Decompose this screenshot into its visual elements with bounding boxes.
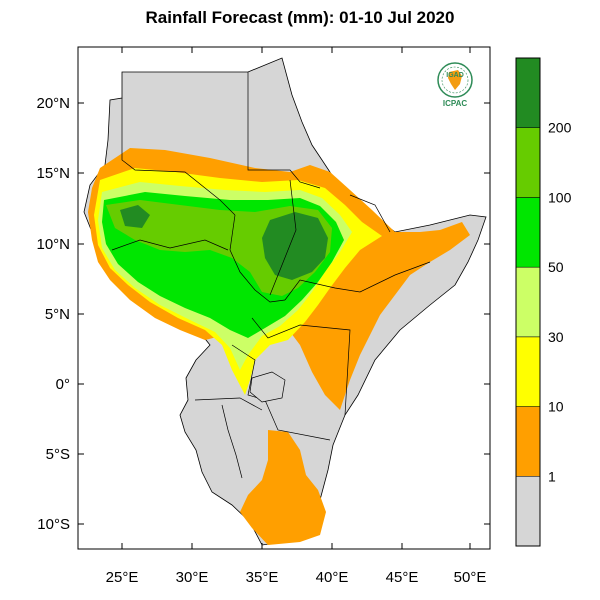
colorbar-label-1: 1 <box>548 468 556 484</box>
lat-label-0: 0° <box>56 376 70 393</box>
logo-text-icpac: ICPAC <box>443 99 468 108</box>
colorbar-swatch-3 <box>515 266 541 338</box>
rain-zone-200-plus-west <box>120 205 150 228</box>
lat-label-10s: 10°S <box>37 516 70 533</box>
lake-victoria <box>249 371 286 403</box>
map-title: Rainfall Forecast (mm): 01-10 Jul 2020 <box>145 8 455 27</box>
colorbar-label-200: 200 <box>548 120 572 136</box>
lon-labels: 25°E 30°E 35°E 40°E 45°E 50°E <box>106 569 487 586</box>
lon-label-30e: 30°E <box>176 569 209 586</box>
lat-labels: 20°N 15°N 10°N 5°N 0° 5°S 10°S <box>36 95 70 533</box>
colorbar-label-30: 30 <box>548 329 564 345</box>
icpac-logo: IGAD ICPAC <box>437 62 473 108</box>
lon-label-40e: 40°E <box>316 569 349 586</box>
country-borders <box>111 72 431 441</box>
colorbar-label-100: 100 <box>548 189 572 205</box>
lat-label-5n: 5°N <box>45 306 70 323</box>
lat-label-10n: 10°N <box>36 236 70 253</box>
lon-label-25e: 25°E <box>106 569 139 586</box>
colorbar-swatch-1 <box>515 406 541 477</box>
lake-tanganyika <box>221 404 243 479</box>
lon-label-35e: 35°E <box>246 569 279 586</box>
lat-label-20n: 20°N <box>36 95 70 112</box>
colorbar-swatch-5 <box>515 127 541 198</box>
colorbar-label-50: 50 <box>548 259 564 275</box>
logo-text-igad: IGAD <box>446 72 464 79</box>
africa-icon <box>448 70 462 90</box>
colorbar-swatch-6 <box>515 57 541 128</box>
colorbar-swatch-4 <box>515 197 541 268</box>
lon-label-45e: 45°E <box>386 569 419 586</box>
rain-zone-200-plus <box>262 212 328 280</box>
colorbar-frame <box>515 57 541 547</box>
colorbar-swatch-2 <box>515 336 541 407</box>
lon-label-50e: 50°E <box>454 569 487 586</box>
lat-label-15n: 15°N <box>36 165 70 182</box>
colorbar-label-10: 10 <box>548 399 564 415</box>
colorbar: 1 10 30 50 100 200 <box>515 57 572 547</box>
colorbar-swatch-0 <box>515 476 541 547</box>
lat-ticks <box>78 102 490 525</box>
lat-label-5s: 5°S <box>46 446 70 463</box>
lon-ticks <box>121 47 471 549</box>
rain-zone-1-10-south <box>240 430 326 545</box>
